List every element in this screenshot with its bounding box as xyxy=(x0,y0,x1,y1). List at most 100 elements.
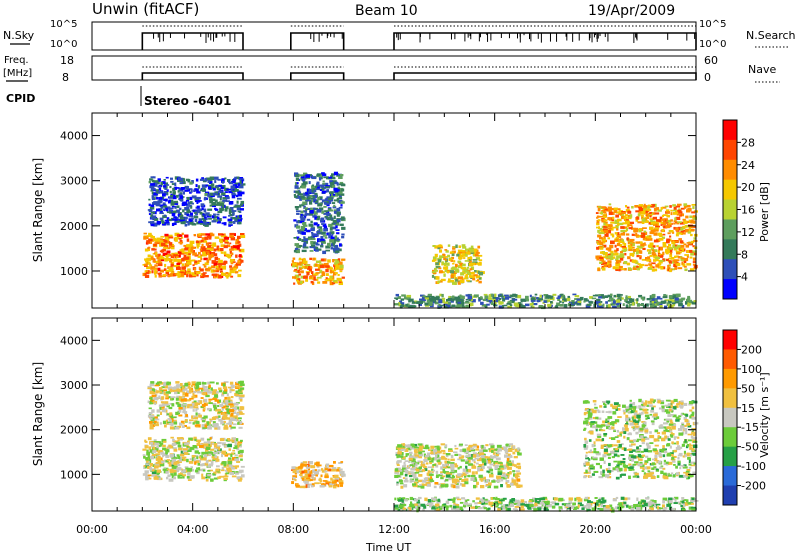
echo-cell xyxy=(201,184,207,188)
echo-cell xyxy=(205,184,209,187)
echo-cell xyxy=(320,244,324,248)
echo-cell xyxy=(166,421,172,424)
echo-cell xyxy=(151,388,155,392)
echo-cell xyxy=(148,203,151,207)
echo-cell xyxy=(607,294,612,298)
echo-cell xyxy=(635,301,639,304)
freq-trace xyxy=(290,72,345,80)
echo-cell xyxy=(636,497,639,502)
echo-cell xyxy=(293,250,298,253)
echo-cell xyxy=(171,458,177,462)
echo-cell xyxy=(634,227,639,231)
echo-cell xyxy=(478,299,481,302)
echo-cell xyxy=(533,508,537,512)
echo-cell xyxy=(303,469,308,474)
echo-cell xyxy=(437,247,441,250)
echo-cell xyxy=(491,302,494,305)
echo-cell xyxy=(319,484,325,488)
echo-cell xyxy=(238,396,243,400)
echo-cell xyxy=(232,449,236,452)
echo-cell xyxy=(654,249,658,253)
echo-cell xyxy=(607,227,612,230)
echo-cell xyxy=(658,253,664,256)
echo-cell xyxy=(460,272,465,276)
echo-cell xyxy=(149,178,153,181)
echo-cell xyxy=(144,470,149,474)
echo-cell xyxy=(447,297,453,302)
echo-cell xyxy=(670,304,674,308)
echo-cell xyxy=(627,295,632,298)
echo-cell xyxy=(147,247,150,251)
echo-cell xyxy=(182,450,188,453)
echo-cell xyxy=(331,226,337,230)
echo-cell xyxy=(324,470,328,473)
echo-cell xyxy=(314,199,319,203)
echo-cell xyxy=(564,503,567,507)
echo-cell xyxy=(622,241,625,245)
echo-cell xyxy=(331,469,336,472)
echo-cell xyxy=(556,297,561,300)
echo-cell xyxy=(147,455,150,459)
echo-cell xyxy=(190,246,196,249)
echo-cell xyxy=(189,390,193,393)
echo-cell xyxy=(176,220,182,223)
echo-cell xyxy=(330,236,335,240)
echo-cell xyxy=(158,184,163,188)
echo-cell xyxy=(616,242,621,247)
echo-cell xyxy=(142,272,145,277)
echo-cell xyxy=(455,278,458,282)
echo-cell xyxy=(650,219,653,223)
echo-cell xyxy=(310,220,313,224)
echo-cell xyxy=(337,258,341,262)
echo-cell xyxy=(208,459,212,462)
nsky-traces xyxy=(141,25,697,50)
echo-cell xyxy=(630,243,633,246)
echo-cell xyxy=(434,253,438,258)
echo-cell xyxy=(414,503,418,506)
echo-cell xyxy=(395,293,400,297)
echo-cell xyxy=(147,254,151,258)
echo-cell xyxy=(658,237,664,241)
echo-cell xyxy=(187,403,191,408)
echo-cell xyxy=(221,178,225,181)
echo-cell xyxy=(234,176,238,180)
echo-cell xyxy=(599,261,603,264)
echo-cell xyxy=(308,268,312,272)
echo-cell xyxy=(329,239,335,243)
echo-cell xyxy=(207,266,212,270)
echo-cell xyxy=(316,224,320,228)
echo-cell xyxy=(641,500,647,503)
echo-cell xyxy=(153,192,157,195)
echo-cell xyxy=(149,421,153,424)
echo-cell xyxy=(462,305,466,309)
echo-cell xyxy=(230,453,233,458)
echo-cell xyxy=(177,190,180,193)
echo-cell xyxy=(228,223,233,226)
echo-cell xyxy=(189,221,194,225)
echo-cell xyxy=(217,411,223,414)
echo-cell xyxy=(675,293,681,298)
echo-cell xyxy=(674,217,677,221)
echo-cell xyxy=(207,438,211,442)
echo-cell xyxy=(199,468,202,472)
echo-cell xyxy=(175,232,179,235)
echo-cell xyxy=(164,401,169,404)
echo-cell xyxy=(213,452,218,455)
echo-cell xyxy=(230,389,235,392)
echo-cell xyxy=(601,296,605,299)
echo-cell xyxy=(199,240,203,243)
echo-cell xyxy=(394,297,398,300)
echo-cell xyxy=(201,382,207,385)
echo-cell xyxy=(399,482,404,485)
echo-cell xyxy=(224,191,228,194)
echo-cell xyxy=(224,177,227,180)
echo-cell xyxy=(464,502,468,506)
echo-cell xyxy=(331,233,334,236)
echo-cell xyxy=(165,419,169,423)
echo-cell xyxy=(557,303,561,306)
echo-cell xyxy=(407,303,410,306)
echo-cell xyxy=(320,240,326,243)
echo-cell xyxy=(202,263,205,266)
echo-cell xyxy=(485,297,488,301)
echo-cell xyxy=(672,240,676,245)
